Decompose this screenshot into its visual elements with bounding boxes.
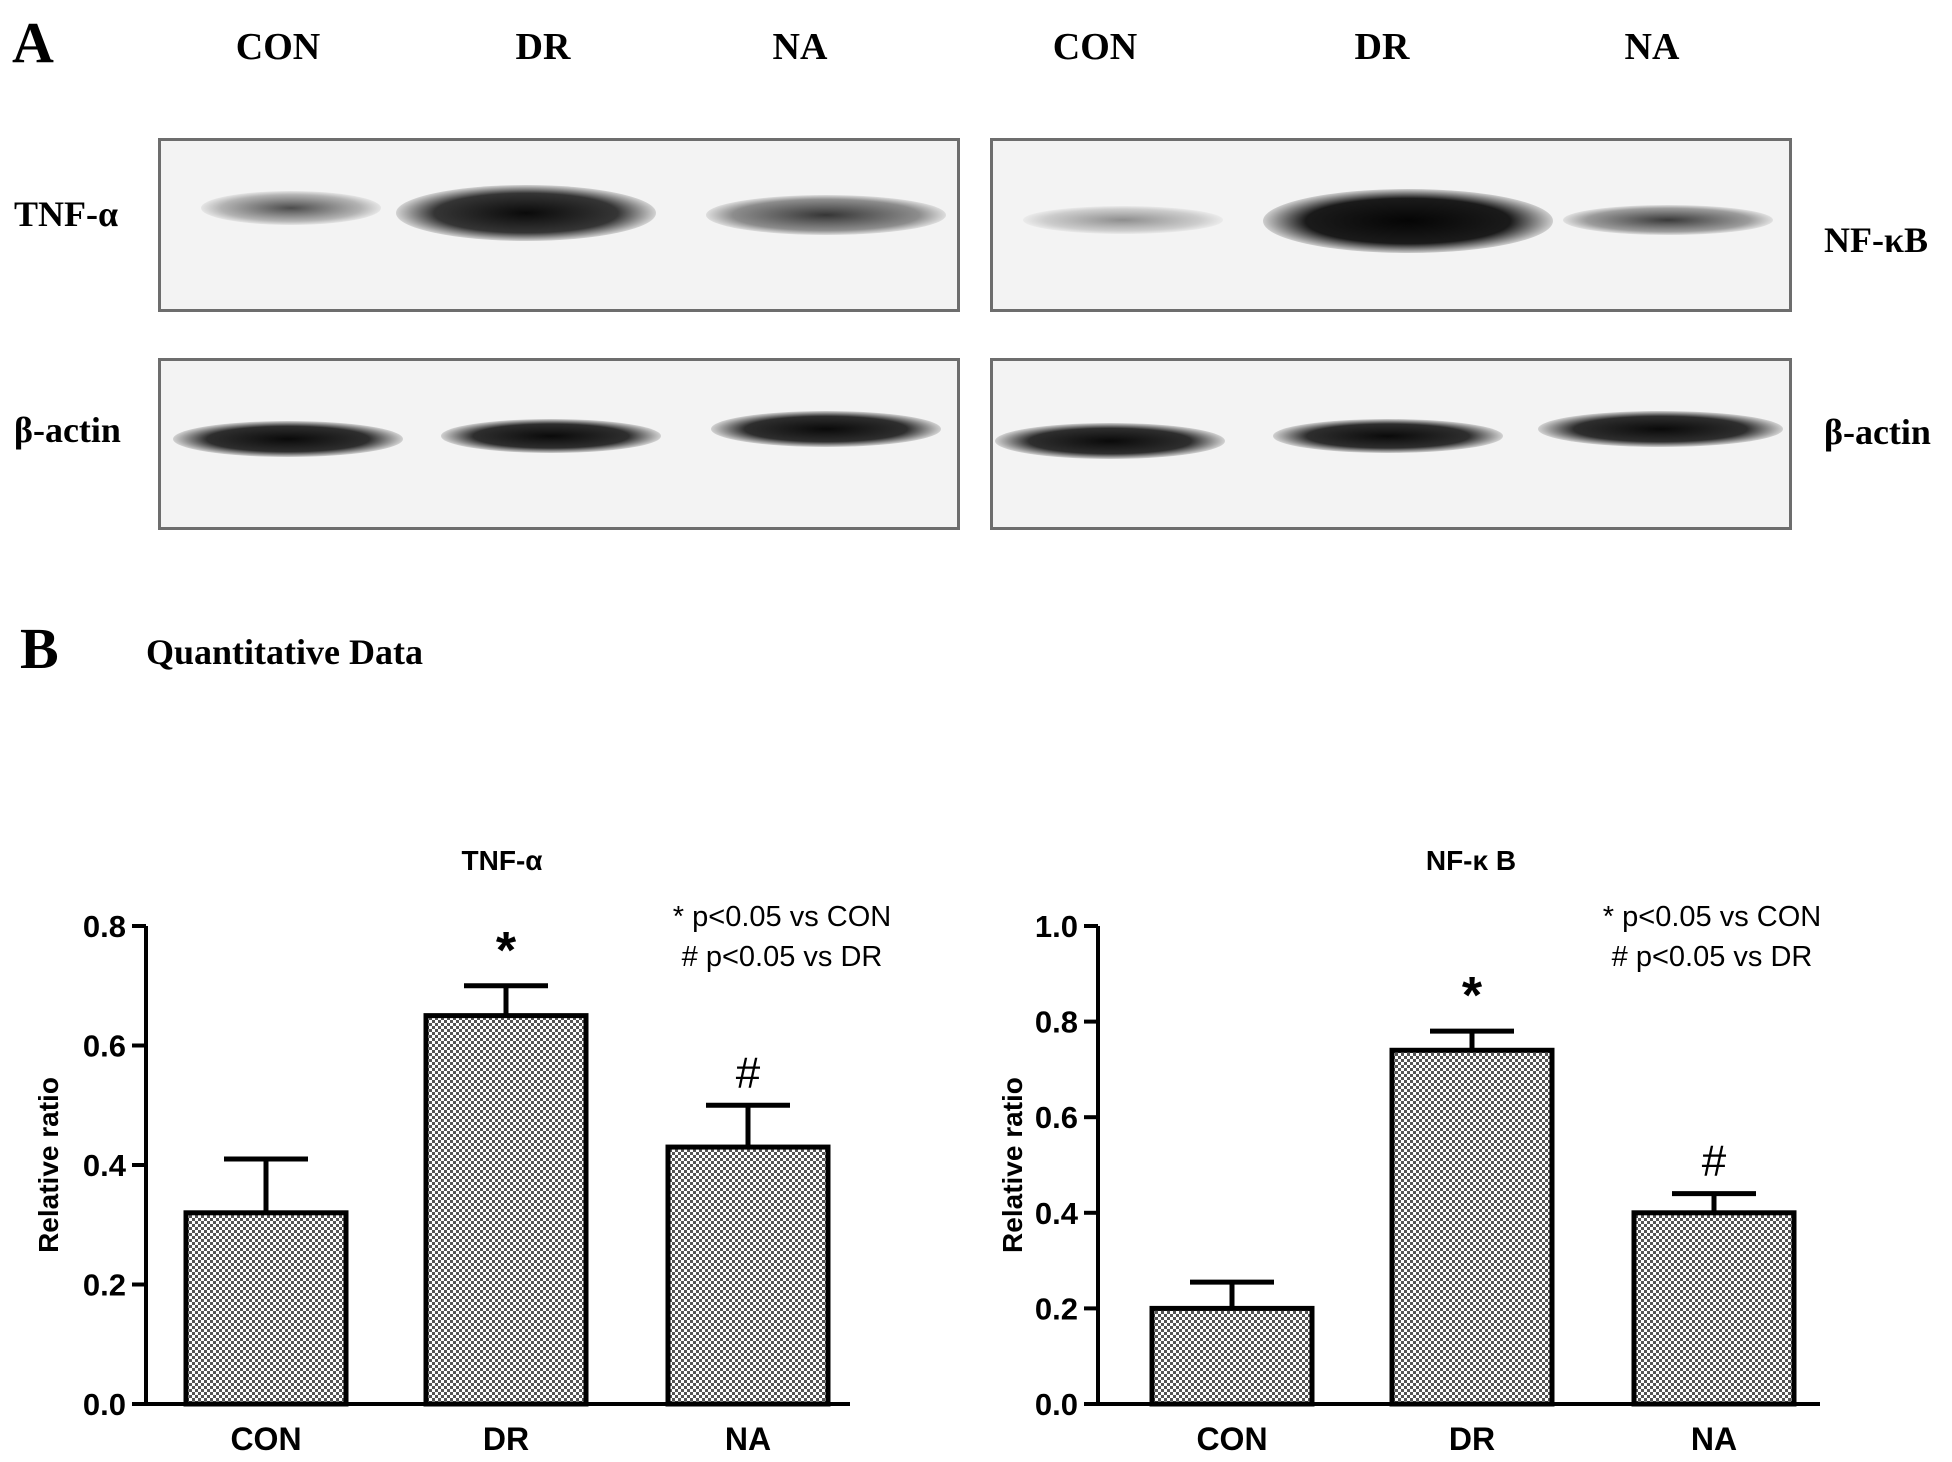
blot-actin-left <box>158 358 960 530</box>
chart0-annotation: # p<0.05 vs DR <box>682 941 883 973</box>
chart1-annotation: # p<0.05 vs DR <box>1612 941 1813 973</box>
chart0-y-tick-label: 0.0 <box>83 1387 126 1422</box>
blot-tnf-alpha <box>158 138 960 312</box>
band-actin-left-na <box>711 411 941 447</box>
band-tnf-dr <box>396 185 656 241</box>
chart0-y-axis-label: Relative ratio <box>33 1077 64 1253</box>
chart1-annotation: * p<0.05 vs CON <box>1603 901 1821 933</box>
chart0-y-tick-label: 0.6 <box>83 1029 126 1064</box>
chart0-y-tick-label: 0.8 <box>83 909 126 944</box>
chart1-x-tick-label: CON <box>1196 1421 1267 1457</box>
chart1-y-tick-label: 1.0 <box>1035 909 1078 944</box>
lane-label-right-dr: DR <box>1354 26 1410 68</box>
band-tnf-con <box>201 191 381 225</box>
protein-label-actin-left: β-actin <box>14 410 121 450</box>
chart1-y-tick-label: 0.6 <box>1035 1100 1078 1135</box>
protein-label-tnf: TNF-α <box>14 194 119 234</box>
chart0-y-tick-label: 0.4 <box>83 1148 127 1183</box>
chart1-y-tick-label: 0.2 <box>1035 1291 1078 1326</box>
chart0-bar-dr <box>423 1013 589 1407</box>
section-title: Quantitative Data <box>146 632 423 672</box>
chart1-significance-mark: * <box>1462 967 1483 1025</box>
band-actin-right-dr <box>1273 419 1503 453</box>
panel-a-letter: A <box>12 10 54 75</box>
band-nfkb-con <box>1023 206 1223 234</box>
chart0-x-tick-label: DR <box>483 1421 529 1457</box>
chart0-significance-mark: * <box>496 922 517 980</box>
chart0-bar-na <box>665 1144 831 1407</box>
chart1-bar-con <box>1149 1305 1315 1407</box>
band-actin-left-dr <box>441 419 661 453</box>
chart1-title: NF-κ B <box>1426 845 1516 876</box>
chart0-x-tick-label: NA <box>725 1421 771 1457</box>
chart0-annotation: * p<0.05 vs CON <box>673 901 891 933</box>
band-actin-right-na <box>1538 411 1783 447</box>
blot-actin-right <box>990 358 1792 530</box>
chart1-bar-na <box>1631 1210 1797 1407</box>
lane-label-right-na: NA <box>1624 26 1680 68</box>
chart1-x-tick-label: NA <box>1691 1421 1737 1457</box>
chart0-x-tick-label: CON <box>230 1421 301 1457</box>
chart1-bar-dr <box>1389 1047 1555 1407</box>
chart1-y-tick-label: 0.0 <box>1035 1387 1078 1422</box>
band-nfkb-dr <box>1263 189 1553 253</box>
chart0-bar-con <box>183 1210 349 1407</box>
protein-label-nfkb: NF-κB <box>1824 220 1928 260</box>
band-actin-right-con <box>995 423 1225 459</box>
band-actin-left-con <box>173 421 403 457</box>
lane-label-left-con: CON <box>235 26 321 68</box>
chart1-x-tick-label: DR <box>1449 1421 1495 1457</box>
chart1-significance-mark: # <box>1702 1137 1727 1186</box>
chart0-title: TNF-α <box>462 845 543 876</box>
band-tnf-na <box>706 195 946 235</box>
chart1-y-tick-label: 0.8 <box>1035 1005 1078 1040</box>
lane-label-left-dr: DR <box>515 26 571 68</box>
lane-label-right-con: CON <box>1052 26 1138 68</box>
protein-label-actin-right: β-actin <box>1824 412 1931 452</box>
chart1-y-axis-label: Relative ratio <box>997 1077 1028 1253</box>
blot-nf-kb <box>990 138 1792 312</box>
panel-b-letter: B <box>20 616 59 681</box>
chart0-significance-mark: # <box>736 1048 761 1097</box>
chart1-y-tick-label: 0.4 <box>1035 1196 1079 1231</box>
lane-label-left-na: NA <box>772 26 828 68</box>
chart0-y-tick-label: 0.2 <box>83 1268 126 1303</box>
band-nfkb-na <box>1563 205 1773 235</box>
